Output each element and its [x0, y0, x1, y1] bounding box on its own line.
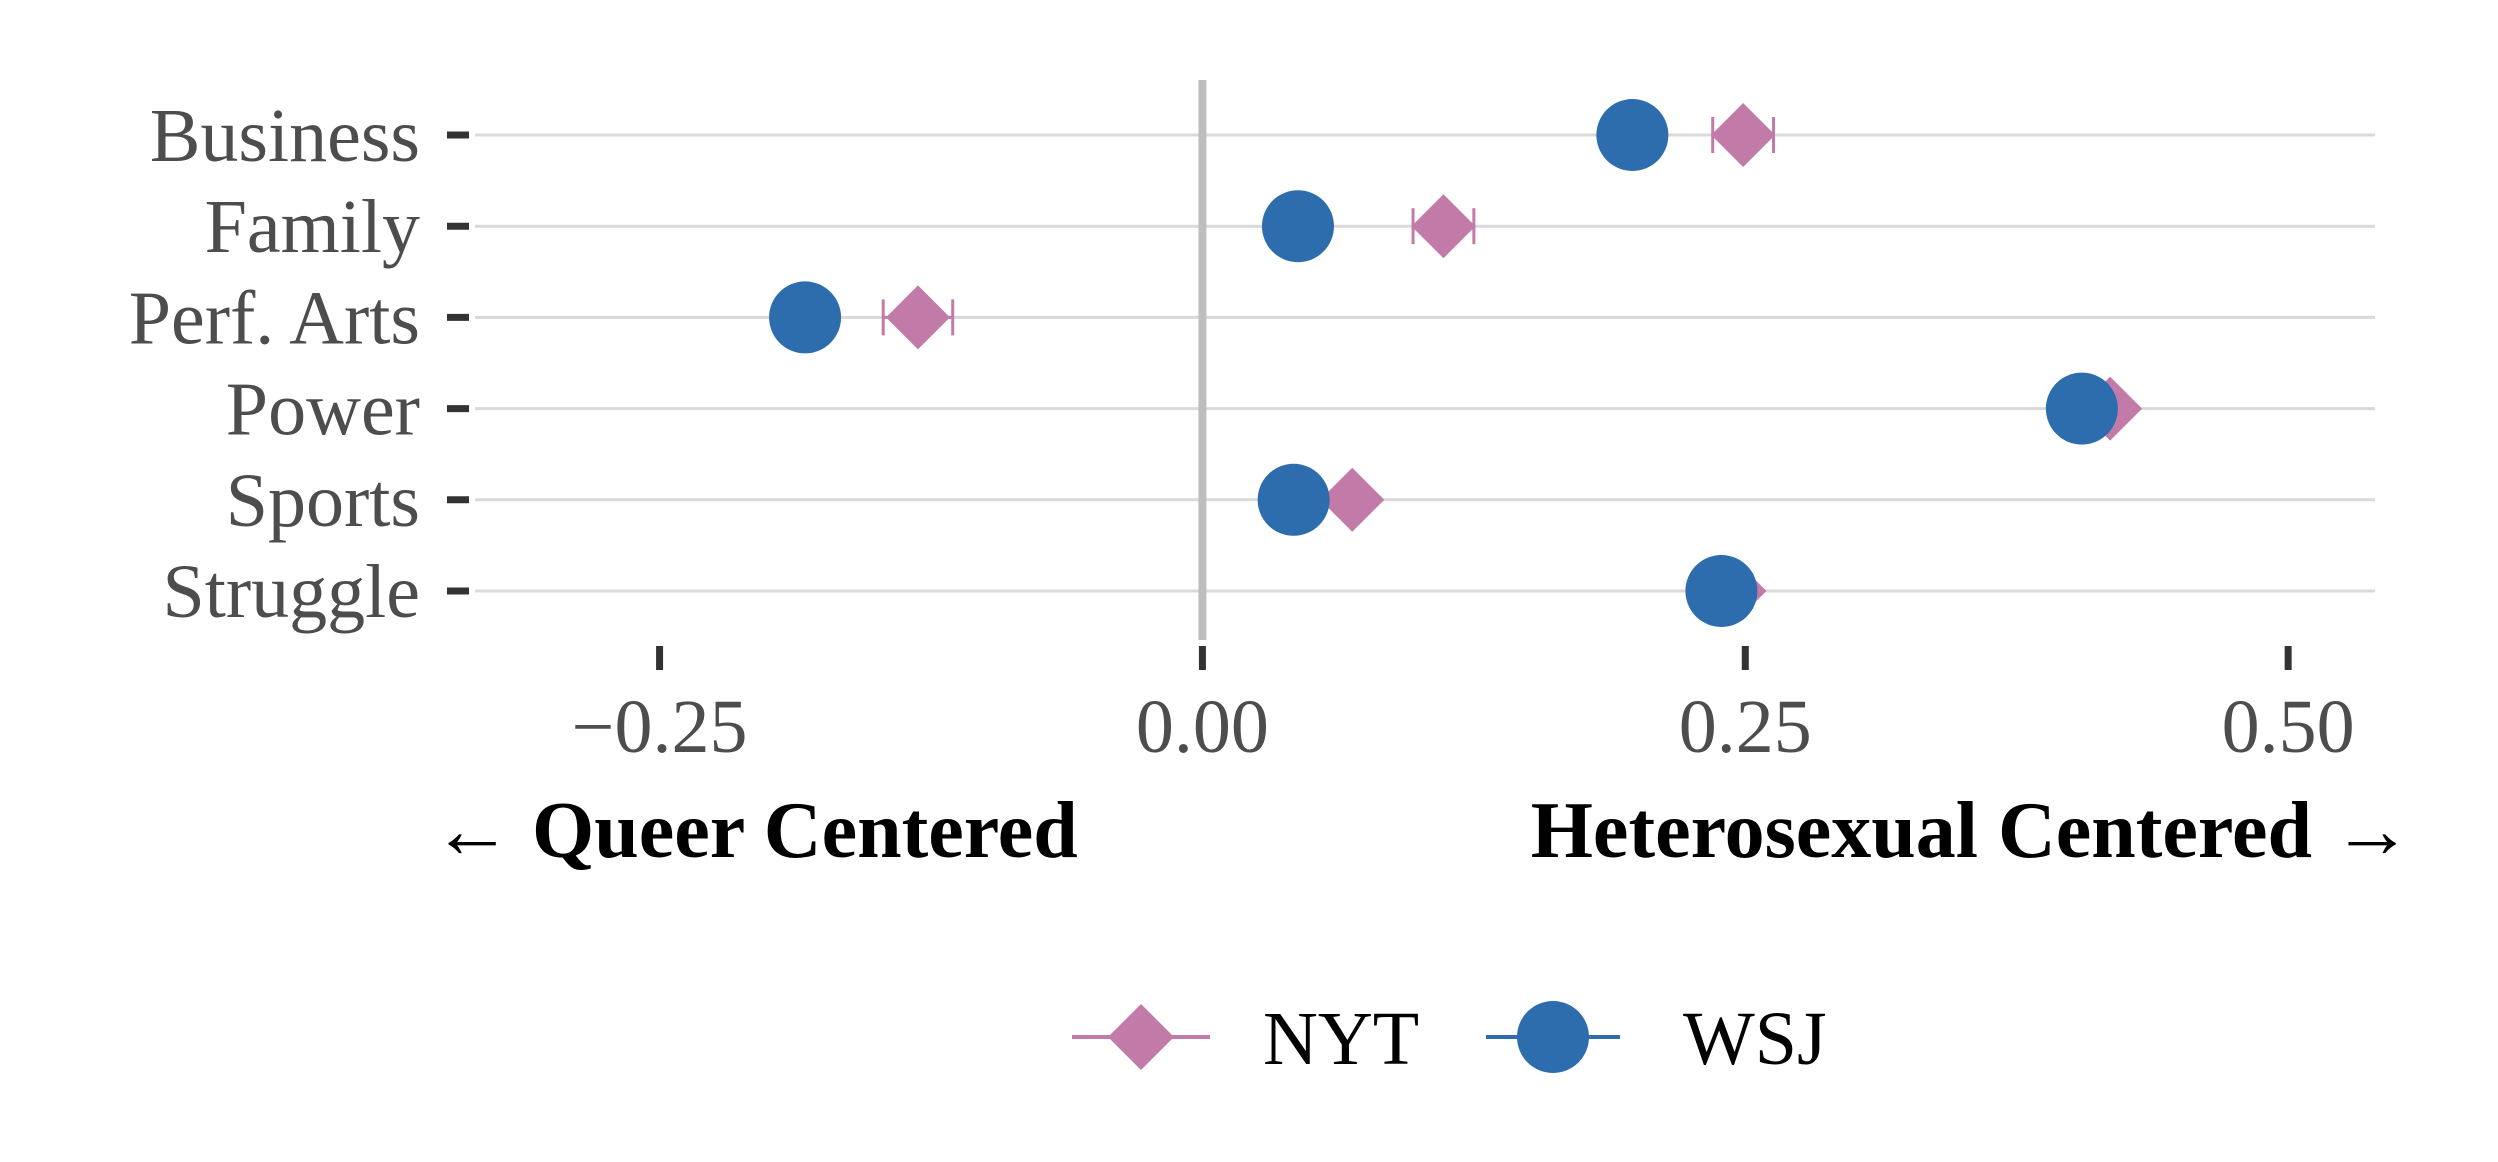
point-wsj-4 — [1257, 463, 1330, 536]
legend-item-wsj: WSJ — [1486, 997, 1827, 1081]
x-axis-label-right: Heterosexual Centered → — [1531, 787, 2412, 875]
data-points — [769, 99, 2143, 627]
legend-wsj-label: WSJ — [1683, 997, 1827, 1081]
legend: NYT WSJ — [1072, 997, 1827, 1081]
x-tick-label: 0.50 — [2222, 685, 2355, 769]
point-wsj-0 — [1596, 99, 1669, 171]
legend-nyt-label: NYT — [1263, 997, 1419, 1081]
y-tick-label: Sports — [226, 459, 420, 543]
x-tick-label: −0.25 — [572, 685, 748, 769]
point-nyt-4 — [1320, 467, 1385, 532]
point-wsj-5 — [1685, 555, 1758, 627]
x-axis: −0.25 0.00 0.25 0.50 — [572, 646, 2355, 769]
y-tick-label: Struggle — [162, 550, 420, 634]
x-axis-label-left: ← Queer Centered — [432, 787, 1078, 875]
x-tick-label: 0.00 — [1136, 685, 1269, 769]
legend-nyt-diamond-icon — [1108, 1004, 1174, 1070]
y-tick-label: Power — [226, 368, 420, 452]
y-tick-label: Perf. Arts — [129, 276, 420, 360]
y-tick-label: Business — [150, 94, 420, 178]
legend-item-nyt: NYT — [1072, 997, 1419, 1081]
x-tick-label: 0.25 — [1679, 685, 1812, 769]
y-tick-label: Family — [205, 185, 420, 269]
point-wsj-3 — [2045, 372, 2118, 445]
legend-wsj-circle-icon — [1517, 1001, 1589, 1073]
point-nyt-1 — [1411, 194, 1476, 259]
gridlines — [475, 133, 2375, 593]
point-nyt-0 — [1711, 103, 1776, 167]
point-nyt-2 — [885, 285, 950, 350]
error-bars — [881, 117, 2121, 609]
point-wsj-2 — [769, 281, 842, 354]
point-wsj-1 — [1261, 190, 1334, 263]
